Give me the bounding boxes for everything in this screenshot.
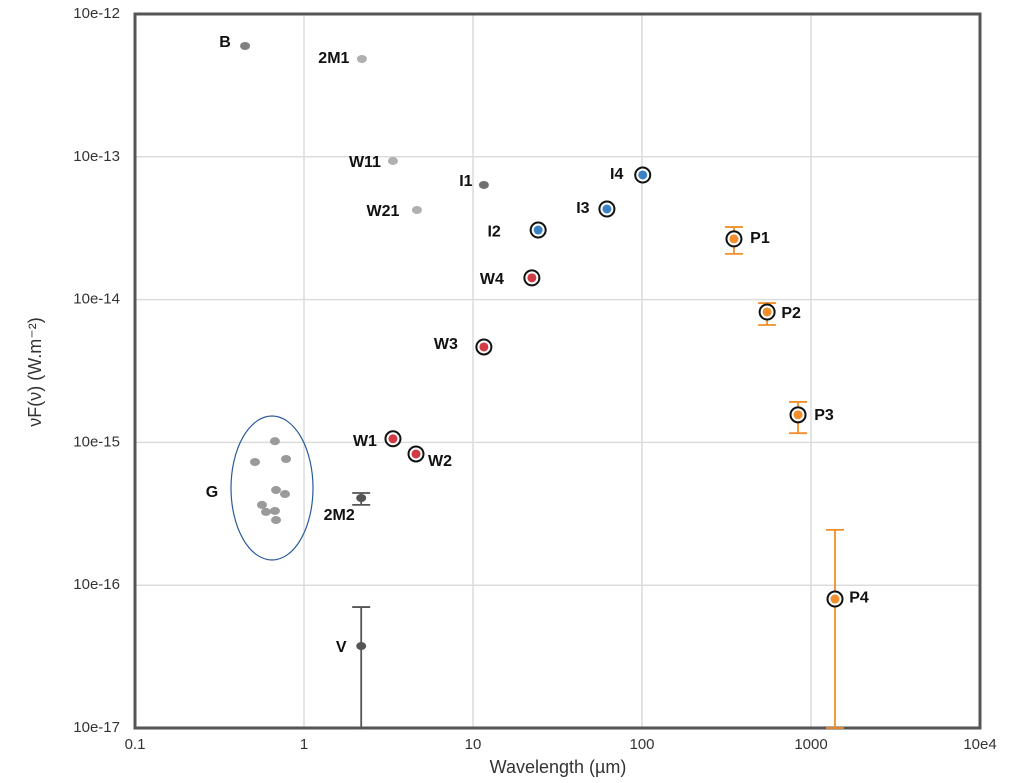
- point-label: P4: [849, 589, 869, 606]
- point: [269, 506, 280, 515]
- point: [411, 206, 422, 215]
- point-label: I3: [576, 200, 589, 217]
- group-outline: [230, 415, 314, 561]
- point: [356, 493, 367, 502]
- point: [240, 41, 251, 50]
- point: [250, 458, 261, 467]
- point: [356, 642, 367, 651]
- point: [261, 507, 272, 516]
- y-tick-label: 10e-15: [73, 433, 120, 450]
- point-label: W11: [349, 154, 381, 171]
- point: [281, 455, 292, 464]
- point: [280, 490, 291, 499]
- point: [762, 307, 772, 317]
- y-tick-label: 10e-12: [73, 5, 120, 22]
- x-tick-label: 10: [465, 736, 482, 753]
- point: [638, 170, 648, 180]
- x-tick-label: 100: [629, 736, 654, 753]
- point-label: W1: [353, 433, 377, 450]
- point: [602, 204, 612, 214]
- y-tick-label: 10e-13: [73, 148, 120, 165]
- point: [356, 55, 367, 64]
- point: [256, 500, 267, 509]
- point-label: W21: [367, 203, 400, 220]
- point-label: I2: [487, 223, 500, 240]
- point-label: P1: [750, 230, 770, 247]
- point-label: I1: [459, 173, 472, 190]
- y-tick-label: 10e-17: [73, 719, 120, 736]
- point: [527, 273, 537, 283]
- x-tick-label: 1000: [794, 736, 827, 753]
- x-tick-label: 10e4: [963, 736, 996, 753]
- point-label: 2M1: [318, 50, 349, 67]
- point-label: W3: [434, 336, 458, 353]
- point-label: B: [219, 34, 231, 51]
- point-label: 2M2: [324, 507, 355, 524]
- x-axis-title: Wavelength (µm): [490, 757, 627, 777]
- point: [269, 437, 280, 446]
- point-label: W4: [480, 271, 504, 288]
- point: [478, 180, 489, 189]
- point-label: V: [336, 639, 347, 656]
- y-tick-label: 10e-16: [73, 576, 120, 593]
- point: [388, 434, 398, 444]
- point: [387, 156, 398, 165]
- point: [533, 225, 543, 235]
- plot-frame: [133, 12, 982, 730]
- point-label: W2: [428, 453, 452, 470]
- point: [411, 449, 421, 459]
- point-label: P3: [814, 407, 834, 424]
- group-label: G: [206, 484, 218, 501]
- point: [479, 342, 489, 352]
- y-tick-label: 10e-14: [73, 291, 120, 308]
- point: [729, 234, 739, 244]
- x-tick-label: 1: [300, 736, 308, 753]
- point: [793, 410, 803, 420]
- point-label: I4: [610, 166, 623, 183]
- point: [830, 594, 840, 604]
- point-label: P2: [781, 305, 801, 322]
- y-axis-title: νF(ν) (W.m⁻²): [25, 317, 45, 426]
- point: [271, 516, 282, 525]
- point: [271, 486, 282, 495]
- x-tick-label: 0.1: [125, 736, 146, 753]
